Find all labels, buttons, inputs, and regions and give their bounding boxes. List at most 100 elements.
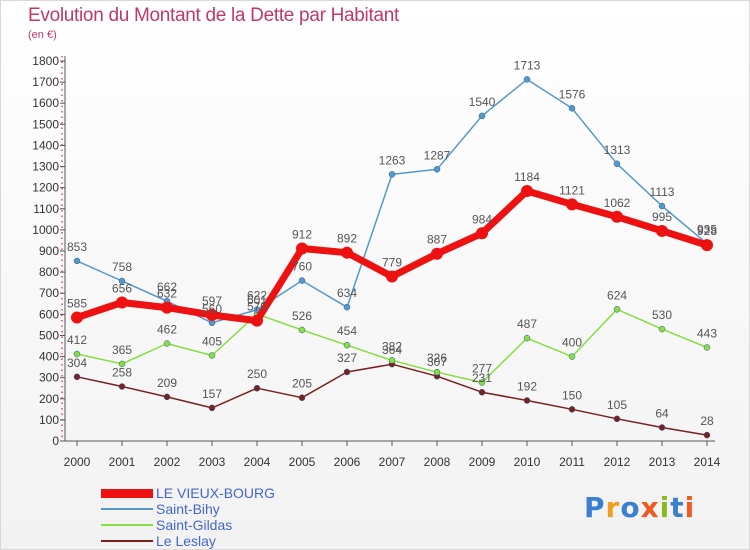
legend-label: Saint-Bihy — [156, 501, 220, 517]
data-label-saint-bihy: 1576 — [559, 87, 586, 101]
data-point-saint-gildas — [298, 326, 306, 334]
data-point-le-vieux-bourg — [566, 198, 578, 211]
y-tick-label: 600 — [39, 307, 59, 321]
data-point-le-vieux-bourg — [206, 308, 218, 321]
data-point-saint-bihy — [73, 257, 81, 265]
legend-item-le-vieux-bourg: LE VIEUX-BOURG — [101, 485, 361, 501]
data-point-le-vieux-bourg — [656, 224, 668, 237]
data-label-saint-bihy: 853 — [67, 240, 87, 254]
legend-item-saint-bihy: Saint-Bihy — [101, 501, 361, 517]
y-tick-label: 500 — [39, 328, 59, 342]
data-label-saint-gildas: 326 — [427, 351, 447, 365]
legend-label: LE VIEUX-BOURG — [156, 485, 276, 501]
data-label-le-leslay: 307 — [427, 355, 447, 369]
data-label-le-vieux-bourg: 892 — [337, 232, 357, 246]
y-tick-label: 1500 — [32, 117, 59, 131]
data-label-saint-gildas: 443 — [697, 326, 717, 340]
data-label-le-leslay: 157 — [202, 387, 222, 401]
data-label-saint-gildas: 405 — [202, 335, 222, 349]
data-point-le-leslay — [73, 373, 81, 381]
data-label-saint-bihy: 1263 — [379, 153, 406, 167]
data-point-le-leslay — [118, 383, 126, 390]
data-label-saint-bihy: 1313 — [604, 143, 631, 157]
y-tick-label: 0 — [52, 434, 59, 448]
axes: 0 100 200 300 400 500 600 700 800 900 1000 1100 1200… — [32, 54, 720, 469]
data-point-saint-bihy — [433, 166, 441, 173]
data-label-saint-gildas: 400 — [562, 336, 582, 350]
data-point-saint-gildas — [568, 353, 576, 360]
data-label-saint-bihy: 1287 — [424, 148, 451, 162]
logo-letter: i — [659, 491, 671, 524]
legend-swatch — [101, 540, 153, 542]
legend-label: Le Leslay — [156, 533, 216, 549]
data-point-saint-gildas — [208, 352, 216, 359]
data-point-saint-gildas — [478, 379, 486, 386]
chart-title: Evolution du Montant de la Dette par Hab… — [28, 5, 399, 26]
data-point-saint-bihy — [298, 277, 306, 284]
legend-swatch — [101, 489, 153, 498]
x-tick-label: 2003 — [199, 455, 226, 469]
data-label-le-leslay: 28 — [700, 414, 714, 428]
data-label-le-leslay: 205 — [292, 377, 312, 391]
y-tick-label: 1800 — [32, 54, 59, 68]
y-tick-label: 1200 — [32, 181, 59, 195]
logo-letter: t — [670, 491, 685, 524]
logo-letter: P — [584, 491, 606, 524]
data-point-saint-bihy — [118, 277, 126, 285]
data-label-le-vieux-bourg: 984 — [472, 212, 492, 226]
data-point-le-leslay — [658, 424, 666, 431]
data-point-le-leslay — [343, 368, 351, 376]
data-label-le-vieux-bourg: 597 — [202, 294, 222, 308]
data-point-le-vieux-bourg — [701, 239, 713, 252]
data-point-saint-bihy — [658, 202, 666, 210]
data-label-le-leslay: 105 — [607, 398, 627, 412]
y-tick-label: 1600 — [32, 96, 59, 110]
data-point-le-leslay — [613, 415, 621, 423]
data-point-saint-gildas — [613, 306, 621, 313]
data-label-saint-bihy: 634 — [337, 286, 357, 300]
x-tick-label: 2004 — [244, 455, 271, 469]
data-point-le-vieux-bourg — [386, 270, 398, 283]
data-point-le-vieux-bourg — [431, 247, 443, 260]
y-tick-label: 1000 — [32, 223, 59, 237]
data-point-le-vieux-bourg — [521, 185, 533, 198]
data-point-le-vieux-bourg — [296, 242, 308, 255]
data-point-saint-bihy — [568, 105, 576, 112]
data-label-le-vieux-bourg: 928 — [697, 224, 717, 238]
data-point-le-vieux-bourg — [476, 227, 488, 240]
logo-letter: x — [640, 491, 660, 524]
data-label-le-vieux-bourg: 570 — [247, 300, 267, 314]
x-tick-label: 2002 — [154, 455, 181, 469]
data-label-saint-gildas: 277 — [472, 362, 492, 376]
data-label-saint-gildas: 487 — [517, 317, 537, 331]
x-tick-label: 2013 — [649, 455, 676, 469]
data-label-saint-gildas: 462 — [157, 322, 177, 336]
data-point-saint-gildas — [433, 368, 441, 376]
data-point-saint-gildas — [658, 325, 666, 333]
data-label-saint-bihy: 1713 — [514, 58, 541, 72]
legend-item-saint-gildas: Saint-Gildas — [101, 517, 361, 533]
data-point-saint-gildas — [73, 350, 81, 358]
data-label-saint-bihy: 758 — [112, 260, 132, 274]
data-label-saint-bihy: 1540 — [469, 95, 496, 109]
data-point-le-leslay — [298, 394, 306, 401]
data-point-saint-gildas — [163, 340, 171, 347]
x-tick-label: 2010 — [514, 455, 541, 469]
data-point-saint-gildas — [118, 360, 126, 368]
data-label-le-leslay: 250 — [247, 367, 267, 381]
x-tick-label: 2005 — [289, 455, 316, 469]
data-label-le-vieux-bourg: 656 — [112, 282, 132, 296]
data-point-le-vieux-bourg — [341, 246, 353, 259]
logo-letter: r — [605, 491, 621, 524]
data-label-saint-gildas: 412 — [67, 333, 87, 347]
y-tick-label: 700 — [39, 286, 59, 300]
data-label-le-vieux-bourg: 1121 — [559, 183, 585, 197]
data-point-le-leslay — [568, 406, 576, 413]
data-label-le-leslay: 327 — [337, 351, 357, 365]
x-tick-label: 2007 — [379, 455, 406, 469]
data-point-le-leslay — [703, 431, 711, 439]
x-tick-label: 2011 — [559, 455, 585, 469]
data-point-le-leslay — [478, 388, 486, 396]
data-point-saint-bihy — [523, 76, 531, 83]
